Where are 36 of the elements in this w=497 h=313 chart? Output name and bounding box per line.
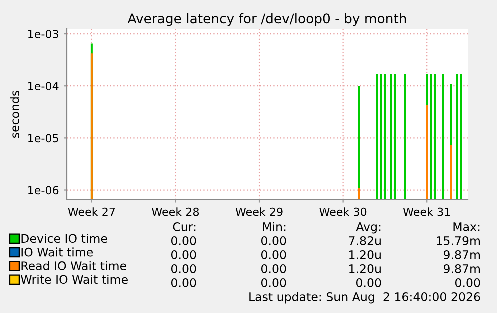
y-tick-label: 1e-03	[28, 30, 58, 38]
chart-title: Average latency for /dev/loop0 - by month	[128, 13, 406, 26]
y-tick-label: 1e-04	[28, 82, 59, 90]
text: Max:	[454, 222, 480, 232]
text: Avg:	[356, 222, 381, 234]
x-tick-label: Week 28	[152, 208, 200, 216]
text: 0.00	[455, 278, 480, 288]
text: Cur:	[173, 222, 196, 232]
text: 9.87m	[444, 250, 480, 260]
x-tick-label: Week 30	[320, 208, 367, 216]
text: 0.00	[261, 264, 286, 274]
text: 0.00	[356, 278, 382, 288]
x-tick-label: Week 27	[68, 208, 116, 216]
text: 1.20u	[350, 250, 381, 260]
legend-label: IO Wait time	[22, 248, 94, 257]
text: 0.00	[171, 264, 196, 274]
text: 0.00	[171, 250, 196, 260]
text: 15.79m	[437, 236, 480, 246]
y-tick-label: 1e-05	[28, 134, 58, 143]
text: Min:	[263, 222, 286, 232]
y-axis-title: seconds	[10, 90, 20, 138]
y-tick-label: 1e-06	[28, 186, 59, 195]
x-tick-label: Week 31	[403, 208, 450, 216]
legend-label: Read IO Wait time	[22, 261, 126, 270]
x-tick-label: Week 29	[236, 208, 283, 216]
text: 7.82u	[349, 236, 381, 246]
text: 1.20u	[350, 264, 381, 274]
text: 0.00	[171, 236, 196, 246]
text: 0.00	[261, 236, 286, 246]
text: Last update: Sun Aug 2 16:40:00 2026	[250, 292, 480, 304]
text: 0.00	[171, 278, 196, 288]
legend-label: Write IO Wait time	[21, 275, 128, 284]
text: 0.00	[261, 278, 286, 288]
text: 0.00	[261, 250, 286, 260]
legend-label: Device IO time	[22, 234, 108, 244]
text: 9.87m	[444, 264, 480, 274]
